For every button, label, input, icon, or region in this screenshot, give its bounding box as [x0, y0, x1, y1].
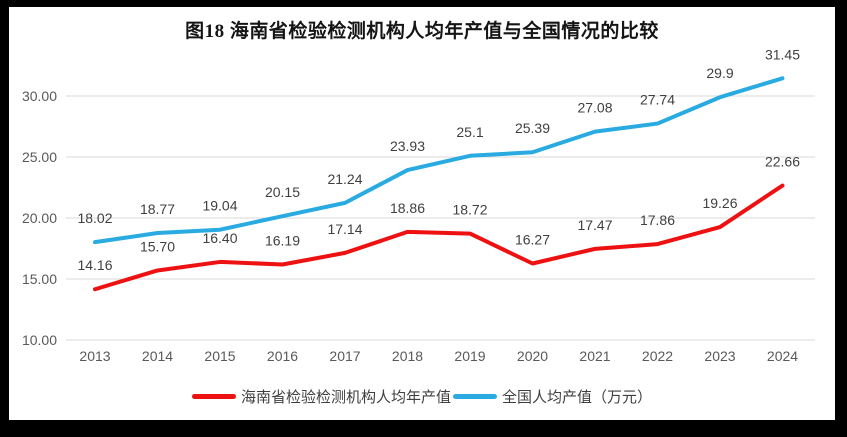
data-label-hainan: 15.70 — [140, 238, 175, 254]
data-label-hainan: 17.47 — [577, 217, 612, 233]
x-axis-tick-label: 2018 — [392, 348, 423, 364]
data-label-national: 29.9 — [706, 65, 733, 81]
x-axis-tick-label: 2015 — [204, 348, 235, 364]
chart-frame: 10.00 15.00 20.00 25.00 30.00 2013 2014 2015 201… — [9, 7, 835, 420]
data-label-hainan: 16.19 — [265, 232, 300, 248]
data-label-hainan: 16.40 — [202, 230, 237, 246]
data-label-hainan: 14.16 — [77, 257, 112, 273]
legend-label-hainan: 海南省检验检测机构人均年产值 — [240, 389, 451, 406]
x-axis-tick-label: 2013 — [79, 348, 110, 364]
legend-swatch-hainan-line — [191, 394, 236, 399]
series-line-hainan — [93, 183, 785, 292]
y-axis-tick-label: 20.00 — [22, 210, 57, 226]
x-axis-tick-label: 2014 — [142, 348, 173, 364]
y-axis-tick-label: 25.00 — [22, 149, 57, 165]
data-label-national: 20.15 — [265, 184, 300, 200]
data-label-national: 27.08 — [577, 100, 612, 116]
legend-item-hainan: 海南省检验检测机构人均年产值 — [191, 386, 451, 407]
y-axis-tick-label: 30.00 — [22, 88, 57, 104]
data-label-hainan: 22.66 — [765, 154, 800, 170]
data-label-national: 31.45 — [765, 46, 800, 62]
x-axis-tick-label: 2024 — [767, 348, 798, 364]
data-label-national: 21.24 — [327, 171, 362, 187]
data-label-hainan: 17.14 — [327, 221, 362, 237]
data-label-hainan: 19.26 — [702, 195, 737, 211]
data-label-hainan: 17.86 — [640, 212, 675, 228]
x-axis-tick-label: 2017 — [329, 348, 360, 364]
series-line-national — [93, 76, 785, 245]
chart-canvas: 10.00 15.00 20.00 25.00 30.00 2013 2014 2015 201… — [22, 46, 815, 364]
legend: 海南省检验检测机构人均年产值 全国人均产值（万元） — [9, 386, 835, 407]
legend-swatch-national-line — [453, 394, 497, 399]
data-label-national: 18.77 — [140, 201, 175, 217]
x-axis-tick-label: 2020 — [517, 348, 548, 364]
figure-title: 图18 海南省检验检测机构人均年产值与全国情况的比较 — [185, 21, 659, 42]
data-label-hainan: 16.27 — [515, 232, 550, 248]
x-axis-tick-label: 2016 — [267, 348, 298, 364]
x-axis-tick-label: 2021 — [579, 348, 610, 364]
data-label-national: 25.39 — [515, 120, 550, 136]
data-label-national: 27.74 — [640, 92, 675, 108]
data-label-hainan: 18.72 — [452, 202, 487, 218]
y-axis-tick-label: 10.00 — [22, 332, 57, 348]
x-axis-tick-label: 2019 — [454, 348, 485, 364]
x-axis-tick-label: 2022 — [642, 348, 673, 364]
data-label-national: 18.02 — [77, 210, 112, 226]
legend-label-national: 全国人均产值（万元） — [502, 389, 653, 406]
y-axis-tick-label: 15.00 — [22, 271, 57, 287]
data-label-hainan: 18.86 — [390, 200, 425, 216]
legend-item-national: 全国人均产值（万元） — [453, 386, 652, 407]
data-label-national: 23.93 — [390, 138, 425, 154]
data-label-national: 25.1 — [456, 124, 483, 140]
data-label-national: 19.04 — [202, 198, 237, 214]
x-axis-tick-label: 2023 — [704, 348, 735, 364]
